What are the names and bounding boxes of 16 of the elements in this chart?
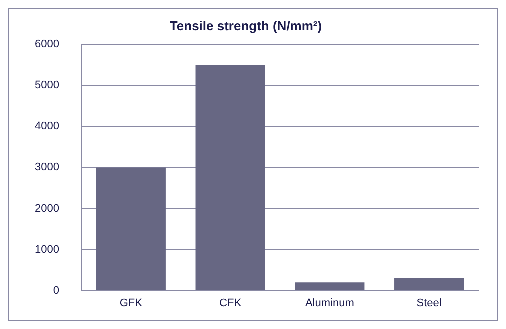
chart-title: Tensile strength (N/mm²) bbox=[170, 18, 322, 34]
bar bbox=[394, 278, 464, 290]
y-tick-label: 4000 bbox=[34, 120, 60, 133]
y-tick-label: 2000 bbox=[34, 202, 60, 215]
y-tick-label: 6000 bbox=[34, 38, 60, 51]
y-tick-label: 0 bbox=[53, 284, 60, 297]
y-tick-label: 3000 bbox=[34, 162, 60, 174]
x-tick-label: CFK bbox=[220, 297, 242, 310]
y-tick-label: 5000 bbox=[34, 80, 60, 92]
x-tick-label: Steel bbox=[416, 297, 442, 310]
bar bbox=[295, 282, 365, 290]
x-tick-label: GFK bbox=[120, 297, 144, 310]
y-tick-label: 1000 bbox=[34, 244, 60, 256]
x-tick-label: Aluminum bbox=[305, 297, 354, 310]
bar bbox=[196, 65, 266, 290]
bar bbox=[96, 168, 166, 290]
